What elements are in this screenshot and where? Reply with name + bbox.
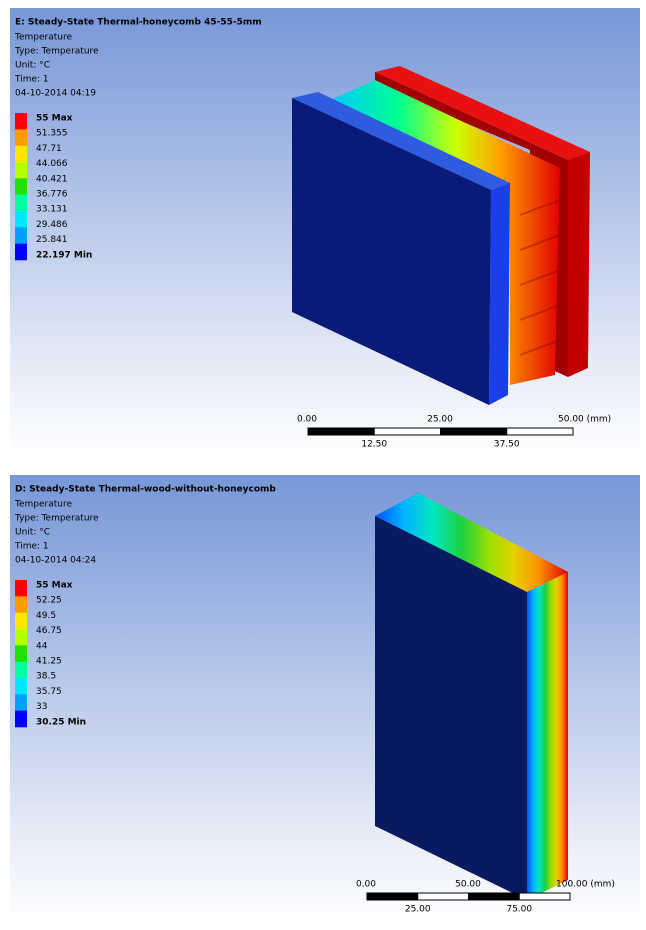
legend-swatch [15,580,27,597]
info-line: 04-10-2014 04:24 [15,556,96,566]
info-line: Time: 1 [14,75,49,85]
legend-swatch [15,113,27,130]
scale-bar-segment [373,427,441,436]
scale-label: 50.00 (mm) [558,415,611,425]
scale-bar-segment [440,427,508,436]
scale-label: 100.00 (mm) [556,880,615,890]
legend-label: 44.066 [36,159,68,169]
legend-swatch [15,162,27,179]
scale-bar-segment [506,427,574,436]
scale-bar-segment [366,892,419,901]
legend-label: 55 Max [36,581,73,591]
info-line: Type: Temperature [14,514,99,524]
scale-bar-segment [307,427,375,436]
info-line: 04-10-2014 04:19 [15,89,96,99]
scale-label: 0.00 [297,415,317,425]
legend-label: 25.841 [36,235,68,245]
legend-swatch [15,629,27,646]
scale-label: 25.00 [405,905,431,915]
legend-swatch [15,678,27,695]
panel-title: D: Steady-State Thermal-wood-without-hon… [15,485,276,495]
legend-label: 40.421 [36,174,68,184]
legend-label: 22.197 Min [36,250,92,260]
info-line: Temperature [14,33,72,43]
legend-label: 49.5 [36,611,56,621]
legend-label: 33 [36,702,47,712]
legend-swatch [15,661,27,679]
legend-label: 41.25 [36,657,62,667]
scale-bar-segment [417,892,469,901]
legend-label: 30.25 Min [36,717,86,727]
legend-label: 29.486 [36,220,68,230]
info-line: Temperature [14,500,72,510]
model-honeycomb [292,66,590,405]
legend-label: 47.71 [36,144,62,154]
legend-swatch [15,227,27,244]
panel-title: E: Steady-State Thermal-honeycomb 45-55-… [15,18,262,28]
legend-swatch [15,612,27,630]
scale-label: 75.00 [506,905,532,915]
legend-swatch [15,211,27,228]
legend-label: 51.355 [36,129,68,139]
legend-label: 35.75 [36,687,62,697]
legend-swatch [15,129,27,146]
legend-label: 38.5 [36,672,56,682]
info-line: Unit: °C [15,61,50,71]
scale-label: 25.00 [427,415,453,425]
scale-bar-segment [518,892,571,901]
legend-swatch [15,645,27,662]
legend-swatch [15,194,27,212]
legend-swatch [15,694,27,711]
info-line: Type: Temperature [14,47,99,57]
scale-label: 12.50 [361,440,387,450]
scale-label: 0.00 [356,880,376,890]
info-line: Time: 1 [14,542,49,552]
legend-label: 55 Max [36,114,73,124]
legend-label: 46.75 [36,626,62,636]
scale-label: 50.00 [455,880,481,890]
scale-label: 37.50 [494,440,520,450]
model-wood [375,493,568,900]
legend-label: 52.25 [36,596,62,606]
info-line: Unit: °C [15,528,50,538]
legend-swatch [15,710,27,728]
legend-label: 44 [36,641,48,651]
legend-swatch [15,596,27,613]
legend-label: 36.776 [36,190,68,200]
legend-label: 33.131 [36,205,68,215]
legend-swatch [15,243,27,261]
legend-swatch [15,178,27,195]
scale-bar-segment [468,892,520,901]
legend-swatch [15,145,27,163]
